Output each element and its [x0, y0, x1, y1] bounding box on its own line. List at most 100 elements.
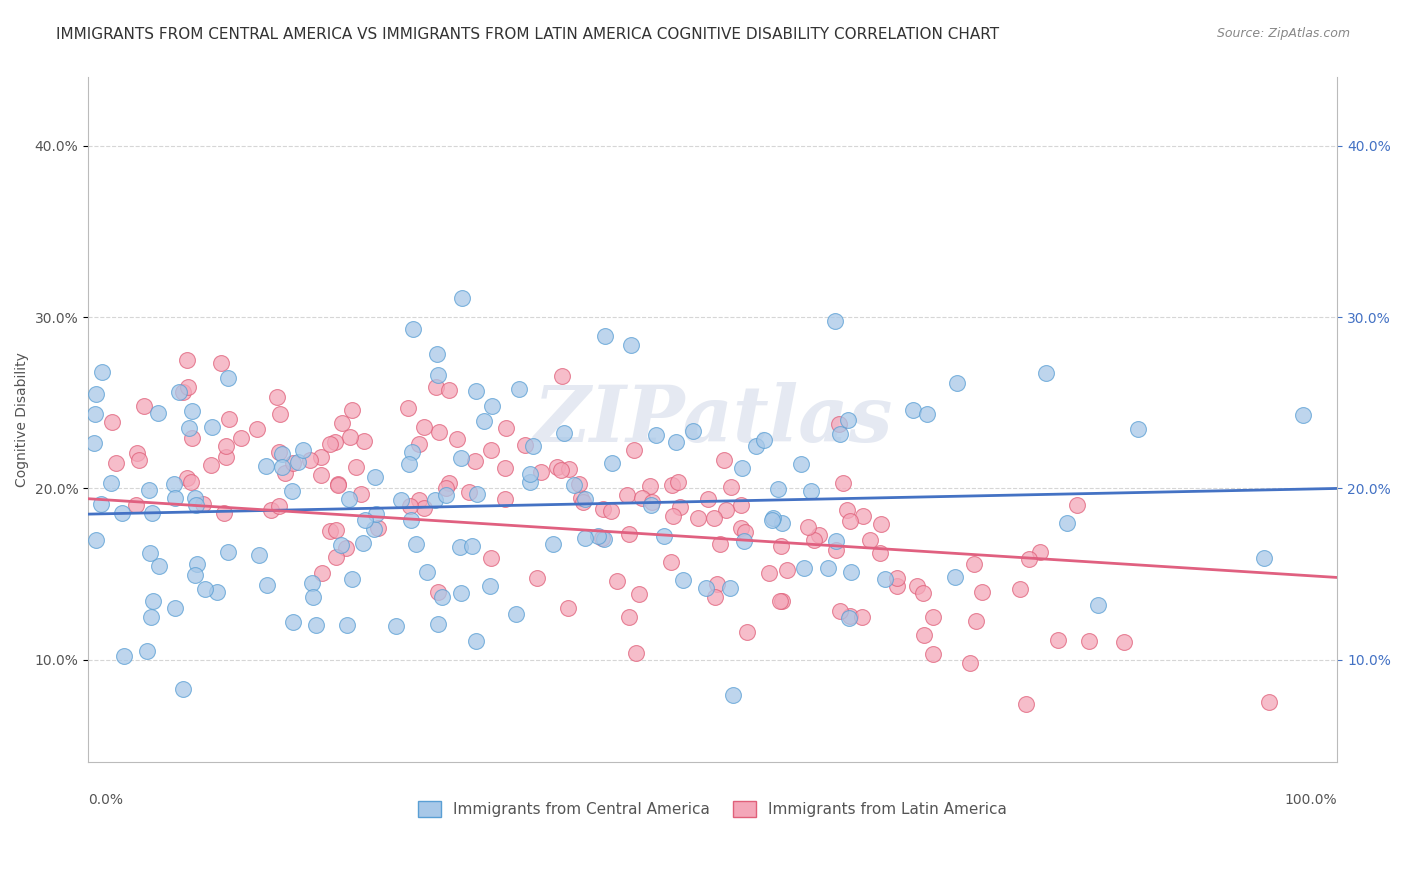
- Point: [367, 521, 389, 535]
- Point: [309, 467, 332, 482]
- Point: [1128, 422, 1150, 436]
- Text: ZIPatlas: ZIPatlas: [533, 382, 893, 458]
- Point: [519, 467, 541, 481]
- Point: [100, 475, 122, 490]
- Point: [631, 491, 654, 506]
- Point: [591, 531, 613, 545]
- Point: [697, 492, 720, 507]
- Point: [551, 369, 574, 384]
- Point: [215, 439, 238, 453]
- Point: [593, 532, 616, 546]
- Point: [562, 477, 585, 491]
- Point: [709, 536, 731, 550]
- Point: [412, 420, 434, 434]
- Point: [352, 535, 374, 549]
- Point: [325, 434, 347, 449]
- Point: [325, 549, 347, 564]
- Point: [134, 399, 156, 413]
- Point: [706, 576, 728, 591]
- Point: [770, 593, 793, 607]
- Y-axis label: Cognitive Disability: Cognitive Disability: [15, 352, 30, 487]
- Point: [184, 498, 207, 512]
- Point: [177, 380, 200, 394]
- Point: [249, 548, 271, 562]
- Point: [458, 484, 481, 499]
- Point: [283, 615, 305, 629]
- Point: [754, 434, 776, 448]
- Point: [434, 481, 457, 495]
- Point: [111, 506, 134, 520]
- Point: [437, 475, 460, 490]
- Point: [963, 557, 986, 571]
- Point: [769, 593, 792, 607]
- Text: Source: ZipAtlas.com: Source: ZipAtlas.com: [1216, 27, 1350, 40]
- Point: [269, 444, 291, 458]
- Point: [209, 356, 232, 370]
- Point: [353, 513, 375, 527]
- Point: [181, 404, 204, 418]
- Point: [808, 528, 831, 542]
- Point: [682, 424, 704, 438]
- Point: [789, 457, 811, 471]
- Point: [835, 503, 858, 517]
- Point: [146, 406, 169, 420]
- Point: [638, 479, 661, 493]
- Point: [83, 435, 105, 450]
- Point: [350, 486, 373, 500]
- Point: [965, 614, 987, 628]
- Point: [148, 558, 170, 573]
- Point: [427, 617, 450, 632]
- Point: [832, 475, 855, 490]
- Point: [718, 581, 741, 595]
- Point: [672, 573, 695, 587]
- Point: [758, 566, 780, 581]
- Point: [461, 540, 484, 554]
- Point: [859, 533, 882, 547]
- Point: [330, 416, 353, 430]
- Point: [1046, 633, 1069, 648]
- Point: [797, 520, 820, 534]
- Point: [665, 435, 688, 450]
- Point: [886, 579, 908, 593]
- Point: [1035, 367, 1057, 381]
- Point: [105, 456, 128, 470]
- Point: [200, 458, 222, 473]
- Point: [945, 376, 967, 390]
- Point: [652, 529, 675, 543]
- Point: [464, 454, 486, 468]
- Point: [1066, 498, 1088, 512]
- Point: [1008, 582, 1031, 596]
- Point: [335, 541, 357, 556]
- Point: [472, 413, 495, 427]
- Point: [508, 382, 530, 396]
- Point: [824, 533, 846, 548]
- Point: [662, 509, 685, 524]
- Point: [557, 601, 579, 615]
- Point: [363, 470, 385, 484]
- Point: [385, 619, 408, 633]
- Point: [703, 511, 725, 525]
- Point: [720, 480, 742, 494]
- Point: [776, 563, 799, 577]
- Point: [299, 452, 322, 467]
- Point: [669, 500, 692, 514]
- Point: [803, 533, 825, 548]
- Point: [91, 365, 114, 379]
- Point: [1029, 545, 1052, 559]
- Point: [426, 368, 449, 383]
- Point: [494, 491, 516, 506]
- Point: [398, 458, 420, 472]
- Point: [401, 322, 423, 336]
- Point: [733, 533, 755, 548]
- Text: 100.0%: 100.0%: [1285, 792, 1337, 806]
- Point: [270, 459, 292, 474]
- Point: [450, 586, 472, 600]
- Point: [800, 484, 823, 499]
- Point: [645, 428, 668, 442]
- Point: [838, 611, 860, 625]
- Point: [139, 546, 162, 560]
- Point: [825, 543, 848, 558]
- Point: [167, 384, 190, 399]
- Point: [495, 461, 517, 475]
- Point: [734, 524, 756, 539]
